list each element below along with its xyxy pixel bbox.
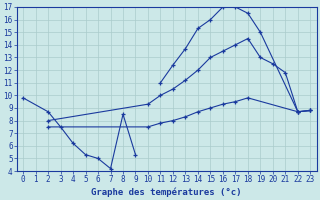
X-axis label: Graphe des températures (°c): Graphe des températures (°c): [92, 187, 242, 197]
